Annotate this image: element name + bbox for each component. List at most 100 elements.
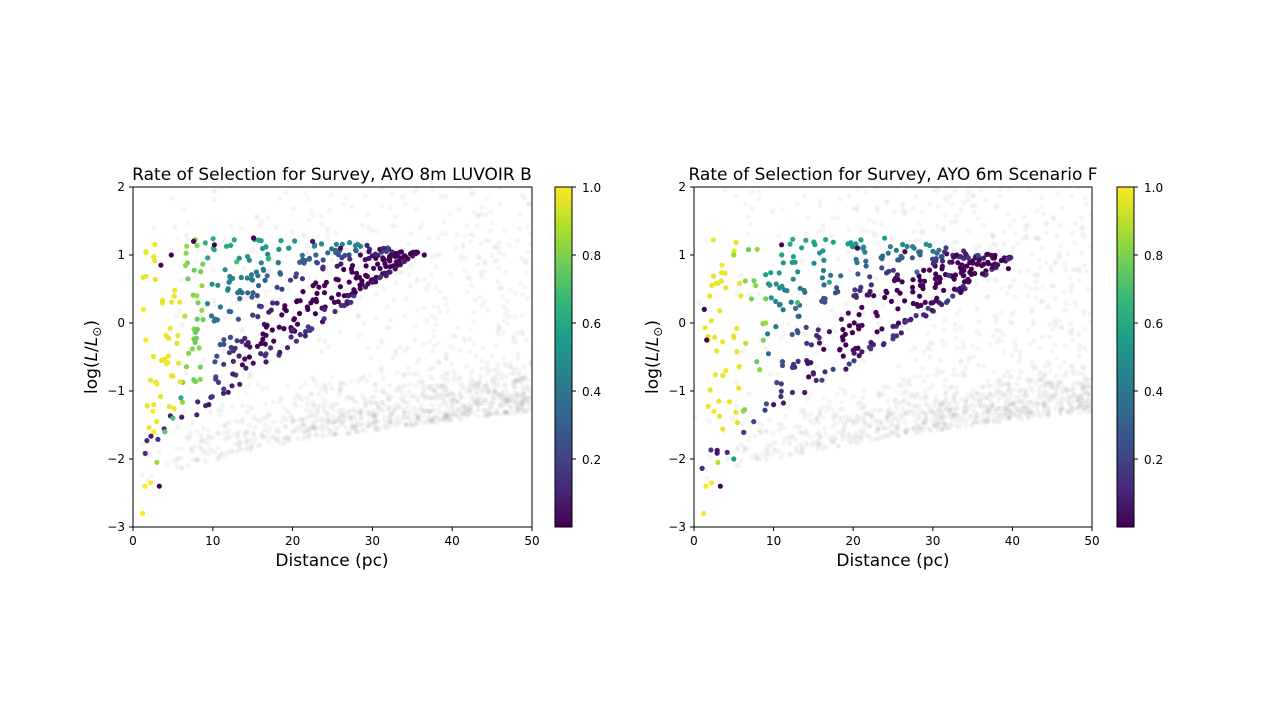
population-point: [480, 345, 486, 351]
population-point: [419, 392, 425, 398]
population-point: [436, 384, 442, 391]
population-point: [511, 371, 517, 377]
population-point: [292, 396, 299, 402]
population-point: [384, 324, 390, 331]
population-point: [741, 444, 747, 450]
population-point: [503, 394, 509, 400]
population-point: [1023, 283, 1029, 289]
population-point: [417, 407, 423, 414]
population-point: [1023, 235, 1029, 241]
population-point: [763, 346, 769, 352]
y-tick-label: 0: [117, 316, 125, 330]
population-point: [352, 424, 358, 430]
selected-star-point: [235, 316, 241, 322]
population-point: [449, 412, 455, 418]
population-point: [792, 436, 798, 443]
selected-star-point: [250, 360, 256, 366]
population-point: [1016, 375, 1022, 381]
population-point: [855, 202, 861, 208]
population-point: [495, 394, 501, 400]
population-point: [938, 357, 944, 363]
population-point: [940, 426, 946, 432]
population-point: [465, 406, 472, 412]
population-point: [326, 418, 332, 424]
population-point: [358, 411, 364, 417]
population-point: [1025, 268, 1031, 274]
population-point: [1069, 281, 1075, 287]
population-point: [276, 399, 282, 405]
population-point: [479, 397, 485, 404]
population-point: [1022, 387, 1028, 393]
population-point: [510, 380, 516, 386]
population-point: [362, 401, 369, 407]
population-point: [884, 432, 890, 438]
population-point: [1046, 334, 1052, 340]
selected-star-point: [974, 261, 980, 267]
population-point: [332, 418, 338, 424]
population-point: [857, 400, 864, 406]
population-point: [951, 246, 957, 253]
population-point: [1010, 402, 1016, 408]
population-point: [1040, 400, 1046, 406]
population-point: [869, 255, 876, 261]
population-point: [1019, 399, 1025, 405]
population-point: [249, 445, 255, 451]
selected-star-point: [860, 245, 866, 252]
population-point: [379, 407, 385, 414]
population-point: [1034, 208, 1040, 214]
population-point: [301, 417, 307, 423]
population-point: [748, 205, 755, 212]
population-point: [859, 227, 866, 233]
population-point: [392, 388, 398, 394]
population-point: [1084, 380, 1090, 387]
population-point: [756, 291, 762, 297]
selected-star-point: [333, 276, 339, 282]
population-point: [1075, 395, 1081, 401]
selected-star-point: [819, 275, 826, 281]
selected-star-point: [194, 293, 200, 299]
population-point: [514, 402, 520, 408]
population-point: [416, 356, 422, 362]
population-point: [349, 423, 355, 429]
population-point: [984, 395, 990, 401]
population-point: [931, 422, 938, 429]
population-point: [355, 334, 361, 340]
population-point: [233, 299, 240, 305]
population-point: [402, 200, 408, 207]
population-point: [877, 290, 883, 297]
population-point: [467, 231, 473, 237]
population-point: [490, 388, 496, 394]
population-point: [339, 382, 345, 388]
population-point: [404, 422, 410, 428]
selected-star-point: [874, 313, 880, 319]
population-point: [437, 252, 443, 258]
population-point: [930, 423, 937, 429]
population-point: [785, 434, 791, 440]
population-point: [469, 282, 476, 288]
selected-star-point: [780, 400, 787, 406]
population-point: [237, 446, 243, 452]
population-point: [409, 423, 415, 429]
population-point: [1012, 343, 1018, 349]
population-point: [353, 399, 359, 405]
population-point: [1080, 399, 1086, 405]
population-point: [1040, 396, 1046, 402]
population-point: [519, 376, 525, 382]
population-point: [896, 363, 902, 369]
population-point: [304, 415, 310, 421]
population-point: [954, 390, 960, 396]
population-point: [442, 413, 448, 419]
population-point: [495, 383, 501, 389]
population-point: [917, 430, 924, 436]
population-point: [336, 391, 342, 397]
population-point: [869, 412, 875, 418]
selected-star-point: [816, 340, 823, 346]
population-point: [992, 275, 998, 281]
population-point: [968, 403, 974, 409]
population-point: [512, 378, 519, 384]
population-point: [1052, 393, 1058, 399]
population-point: [1063, 373, 1069, 380]
population-point: [950, 396, 956, 402]
population-point: [312, 425, 318, 431]
selected-star-point: [705, 403, 711, 409]
